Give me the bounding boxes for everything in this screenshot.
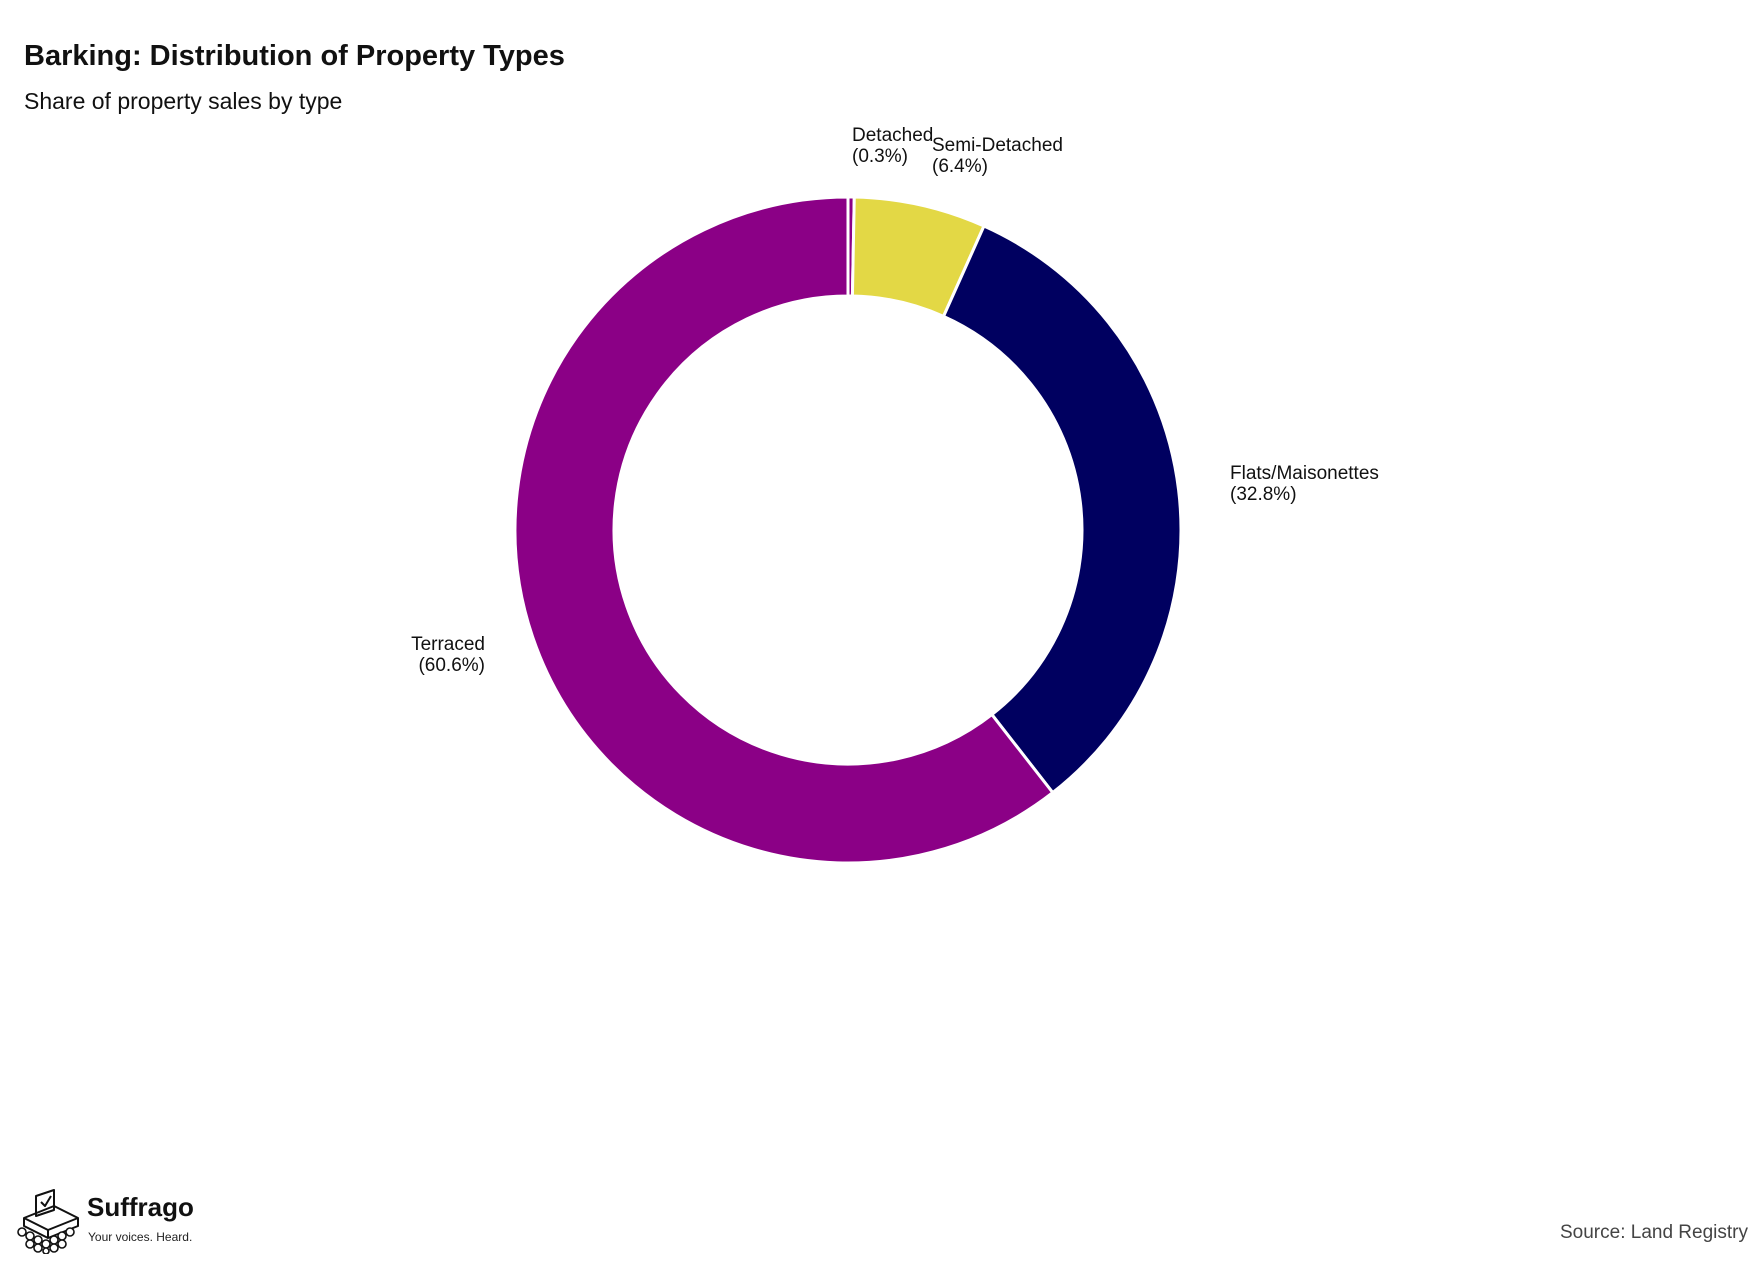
slice-value-detached: (0.3%): [852, 146, 908, 167]
donut-slices: [513, 195, 1183, 865]
slice-value-terraced: (60.6%): [418, 655, 485, 676]
slice-value-flats-maisonettes: (32.8%): [1230, 484, 1297, 505]
slice-label-terraced: Terraced: [411, 634, 485, 655]
chart-subtitle: Share of property sales by type: [24, 88, 343, 114]
slice-label-semi-detached: Semi-Detached: [932, 135, 1063, 156]
chart-title: Barking: Distribution of Property Types: [24, 40, 565, 72]
slice-terraced: [513, 195, 1055, 865]
slice-label-detached: Detached: [852, 125, 933, 146]
donut-labels: Detached(0.3%) Semi-Detached(6.4%) Flats/M…: [411, 125, 1379, 676]
slice-flats-maisonettes: [941, 224, 1183, 795]
slice-value-semi-detached: (6.4%): [932, 156, 988, 177]
slice-label-flats-maisonettes: Flats/Maisonettes: [1230, 463, 1379, 484]
ballot-box-icon: [17, 1189, 79, 1254]
suffrago-logo: Suffrago Your voices. Heard.: [14, 1188, 204, 1254]
source-note: Source: Land Registry: [1560, 1222, 1748, 1243]
logo-tagline: Your voices. Heard.: [88, 1230, 193, 1244]
logo-name: Suffrago: [87, 1192, 194, 1222]
